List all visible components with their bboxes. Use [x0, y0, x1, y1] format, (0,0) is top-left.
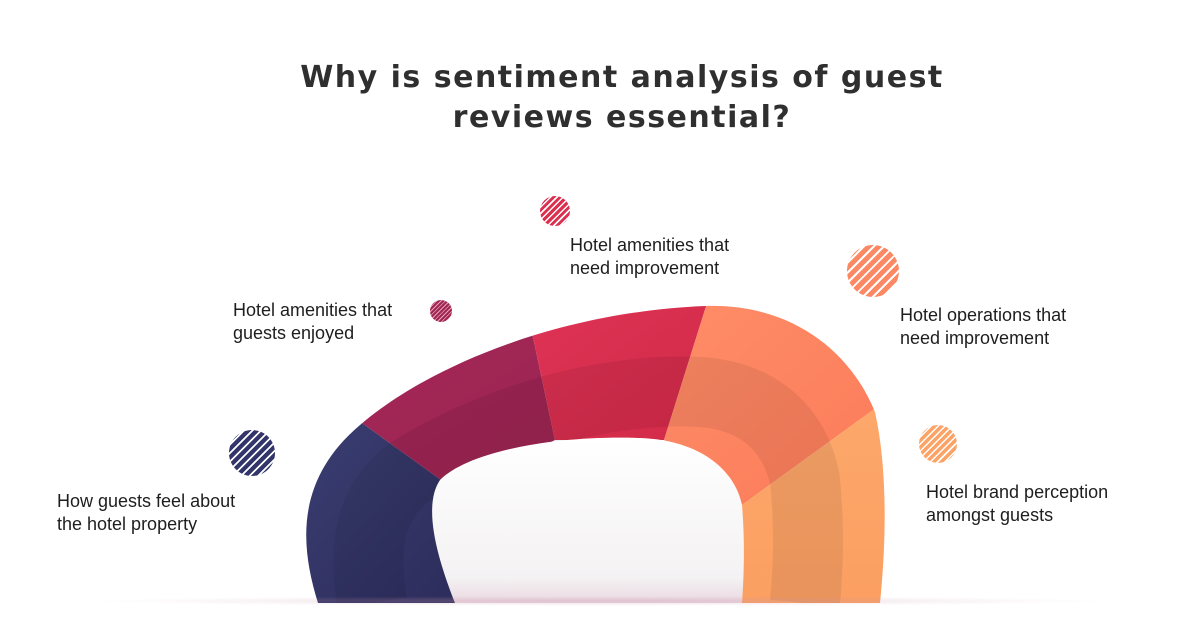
segment-amenities-improve	[525, 305, 708, 440]
striped-dot-icon-amenities-improve	[540, 196, 570, 226]
label-operations-improve: Hotel operations that need improvement	[900, 305, 1067, 348]
striped-dot-icon-brand	[919, 425, 957, 463]
label-amenities-improve: Hotel amenities that need improvement	[570, 235, 730, 278]
page-title: Why is sentiment analysis of guest revie…	[0, 58, 1200, 138]
label-enjoyed: Hotel amenities that guests enjoyed	[233, 300, 393, 343]
striped-dot-icon-feel	[229, 430, 275, 476]
title-line-2: reviews essential?	[452, 100, 792, 135]
segment-brand	[742, 395, 885, 603]
striped-dot-icon-operations-improve	[847, 245, 899, 297]
striped-dot-icon-enjoyed	[430, 300, 452, 322]
arch-center-hole	[432, 437, 744, 603]
title-line-1: Why is sentiment analysis of guest	[300, 60, 944, 95]
label-brand: Hotel brand perception amongst guests	[926, 482, 1109, 525]
floor-shadow	[90, 596, 1110, 606]
segment-feel	[306, 380, 455, 603]
label-feel: How guests feel about the hotel property	[57, 491, 236, 534]
